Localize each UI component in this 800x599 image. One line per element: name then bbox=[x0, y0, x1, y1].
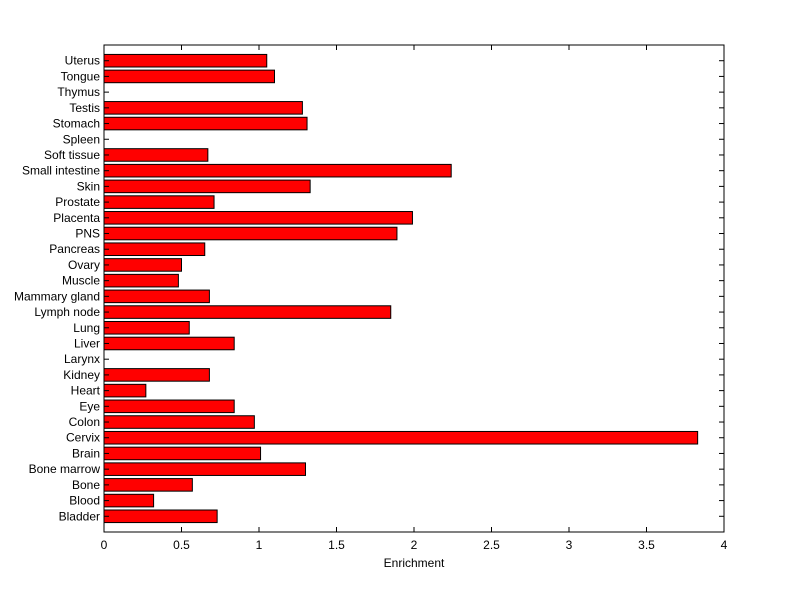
bar-muscle bbox=[103, 273, 179, 288]
bar-liver bbox=[103, 336, 235, 351]
bar-soft-tissue bbox=[103, 148, 209, 162]
bar-pns bbox=[103, 226, 398, 241]
bar-blood bbox=[103, 493, 155, 508]
y-tick-label: Kidney bbox=[63, 368, 100, 382]
y-tick-label: Larynx bbox=[64, 352, 100, 366]
bar-series bbox=[103, 53, 699, 524]
y-tick-label: Thymus bbox=[57, 85, 100, 99]
x-axis-tick-labels: 0 0.5 1 1.5 2 2.5 3 3.5 4 bbox=[101, 538, 728, 552]
y-tick-label: Eye bbox=[79, 399, 100, 413]
y-tick-label: PNS bbox=[75, 227, 100, 241]
bar-tongue bbox=[103, 69, 275, 84]
y-tick-label: Tongue bbox=[61, 69, 101, 83]
axis-ticks bbox=[103, 45, 725, 532]
bar-ovary bbox=[103, 258, 182, 272]
x-tick-label: 4 bbox=[721, 538, 728, 552]
y-tick-label: Skin bbox=[77, 179, 100, 193]
bar-stomach bbox=[103, 116, 308, 131]
bar-pancreas bbox=[103, 242, 206, 257]
bar-lung bbox=[103, 320, 190, 335]
y-tick-label: Muscle bbox=[62, 274, 100, 288]
y-tick-label: Pancreas bbox=[49, 242, 100, 256]
x-tick-label: 0.5 bbox=[173, 538, 190, 552]
y-tick-label: Spleen bbox=[63, 132, 100, 146]
bar-mammary-gland bbox=[103, 289, 210, 304]
x-tick-label: 3.5 bbox=[638, 538, 655, 552]
y-tick-label: Ovary bbox=[68, 258, 100, 272]
y-tick-label: Liver bbox=[74, 336, 100, 350]
x-axis-title: Enrichment bbox=[384, 556, 445, 570]
y-tick-label: Bone bbox=[72, 478, 100, 492]
y-tick-label: Cervix bbox=[66, 431, 100, 445]
y-tick-label: Soft tissue bbox=[44, 148, 100, 162]
bar-lymph-node bbox=[103, 305, 392, 319]
bar-small-intestine bbox=[103, 163, 452, 178]
y-tick-label: Bladder bbox=[59, 509, 100, 523]
x-tick-label: 2.5 bbox=[483, 538, 500, 552]
x-tick-label: 1.5 bbox=[328, 538, 345, 552]
bar-testis bbox=[103, 101, 303, 115]
y-tick-label: Lymph node bbox=[34, 305, 100, 319]
x-tick-label: 3 bbox=[566, 538, 573, 552]
y-tick-label: Testis bbox=[69, 101, 100, 115]
y-tick-label: Blood bbox=[69, 494, 100, 508]
bar-skin bbox=[103, 179, 311, 194]
y-tick-label: Lung bbox=[73, 321, 100, 335]
y-tick-label: Stomach bbox=[53, 117, 100, 131]
bar-eye bbox=[103, 399, 235, 414]
x-tick-label: 0 bbox=[101, 538, 108, 552]
bar-uterus bbox=[103, 53, 268, 68]
bar-kidney bbox=[103, 368, 210, 382]
bar-heart bbox=[103, 383, 147, 398]
bar-bone bbox=[103, 478, 193, 492]
bar-placenta bbox=[103, 211, 413, 225]
y-tick-label: Colon bbox=[69, 415, 100, 429]
bar-brain bbox=[103, 446, 262, 461]
bar-colon bbox=[103, 415, 255, 429]
bar-bladder bbox=[103, 509, 218, 524]
y-tick-label: Bone marrow bbox=[29, 462, 101, 476]
bar-cervix bbox=[103, 430, 699, 445]
x-tick-label: 1 bbox=[256, 538, 263, 552]
y-tick-label: Small intestine bbox=[22, 164, 100, 178]
y-tick-label: Uterus bbox=[65, 54, 100, 68]
y-tick-label: Mammary gland bbox=[14, 289, 100, 303]
y-tick-label: Heart bbox=[71, 384, 101, 398]
x-tick-label: 2 bbox=[411, 538, 418, 552]
bar-bone-marrow bbox=[103, 462, 306, 476]
y-tick-label: Brain bbox=[72, 446, 100, 460]
y-tick-label: Prostate bbox=[55, 195, 100, 209]
y-tick-label: Placenta bbox=[53, 211, 100, 225]
bar-prostate bbox=[103, 195, 215, 209]
